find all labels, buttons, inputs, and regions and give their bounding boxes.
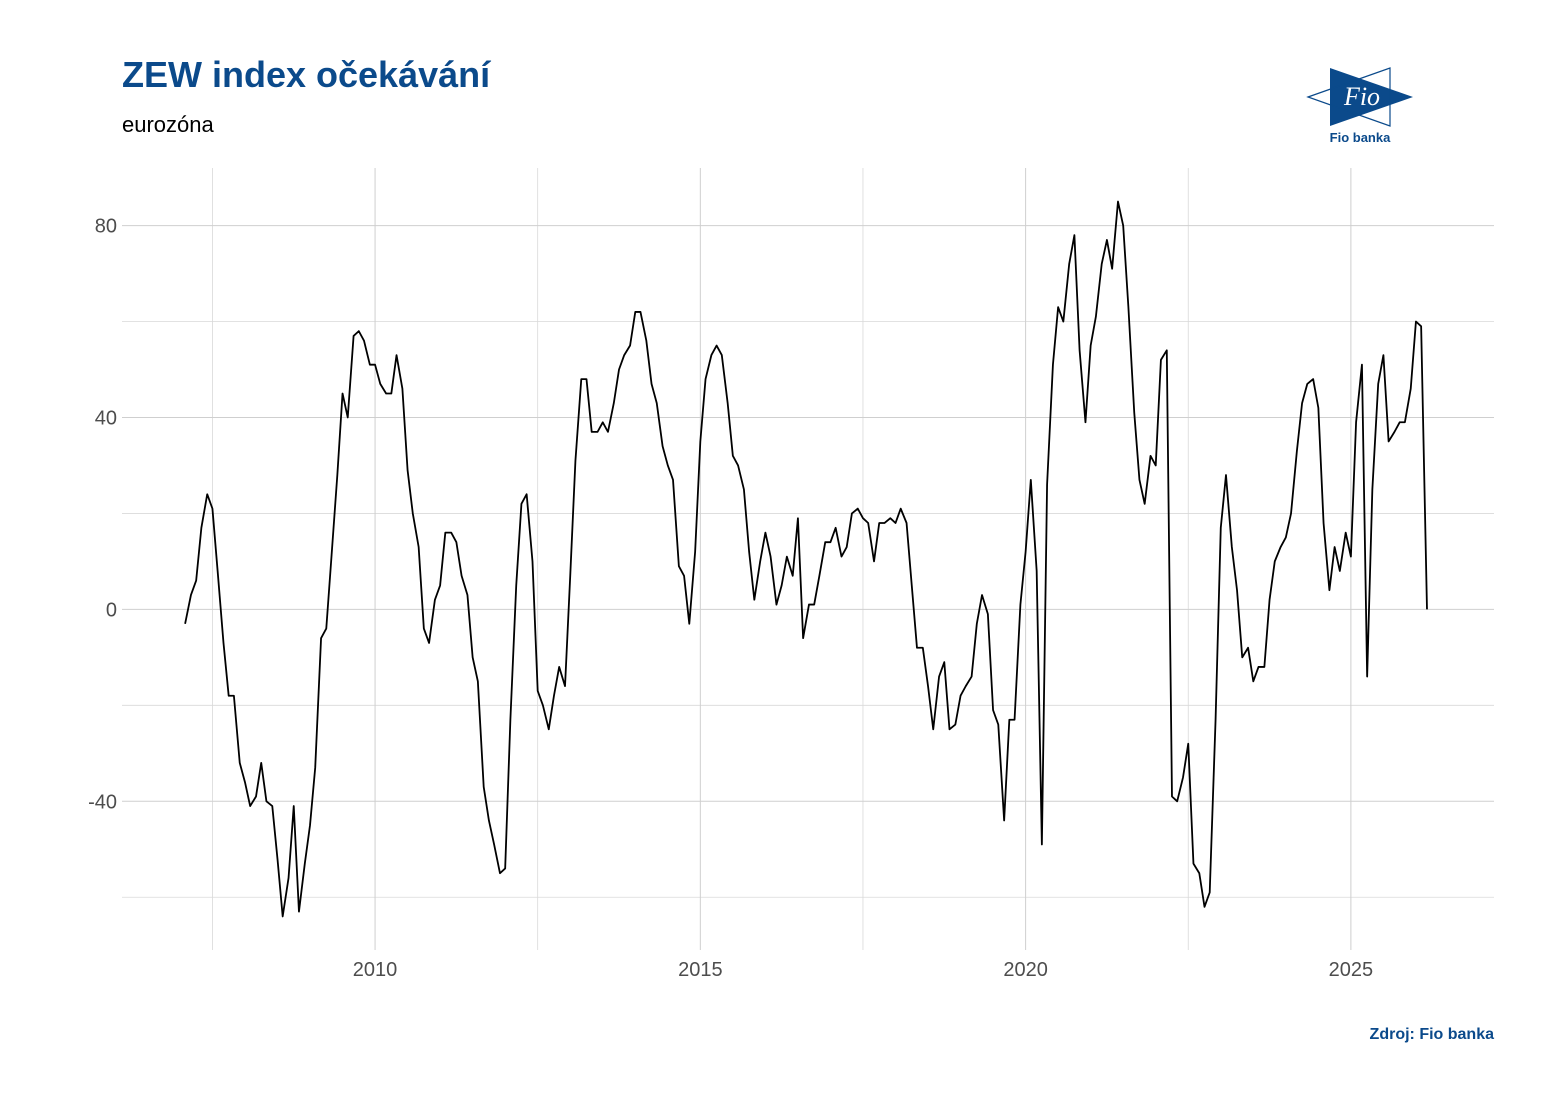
x-tick-label: 2025 bbox=[1329, 959, 1374, 981]
chart-title: ZEW index očekávání bbox=[122, 54, 491, 95]
line bbox=[184, 200, 1428, 918]
x-tick-label: 2020 bbox=[1003, 959, 1048, 981]
x-tick-label: 2010 bbox=[353, 959, 398, 981]
chart-subtitle: eurozóna bbox=[122, 112, 215, 137]
logo-mark: Fio bbox=[1343, 82, 1380, 111]
y-tick-label: -40 bbox=[88, 791, 117, 813]
logo: Fio Fio banka bbox=[1306, 67, 1413, 145]
x-tick-label: 2015 bbox=[678, 959, 723, 981]
source-note: Zdroj: Fio banka bbox=[1370, 1026, 1495, 1043]
y-tick-label: 40 bbox=[95, 407, 117, 429]
y-tick-label: 80 bbox=[95, 216, 117, 238]
logo-outline bbox=[1306, 67, 1391, 127]
logo-name: Fio banka bbox=[1330, 130, 1391, 145]
y-tick-label: 0 bbox=[106, 599, 117, 621]
